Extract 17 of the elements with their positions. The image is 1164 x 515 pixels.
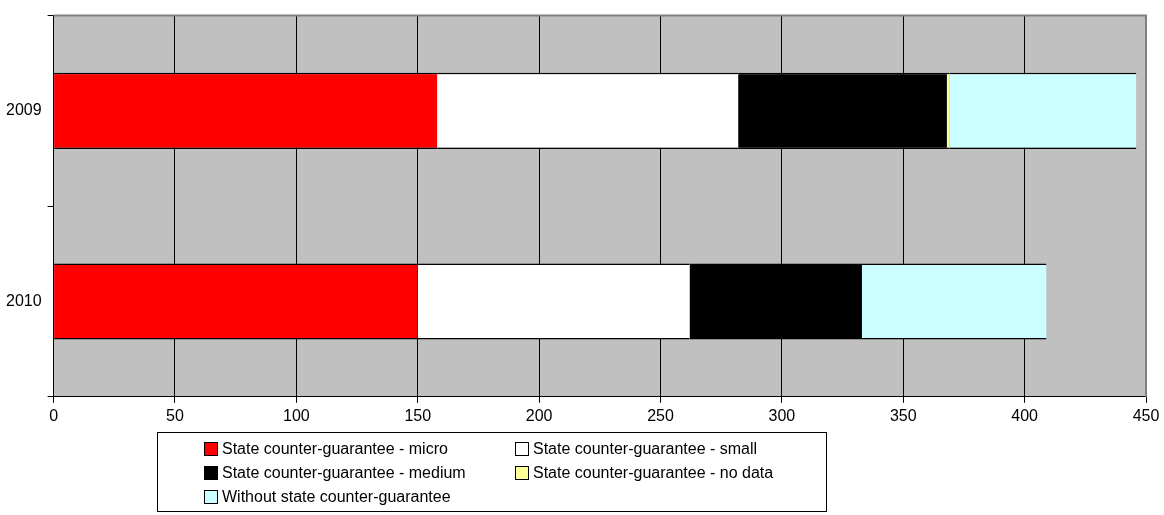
x-tick-label: 0: [49, 406, 59, 424]
x-tick-label: 50: [166, 406, 184, 424]
x-tick-label: 350: [889, 406, 917, 424]
y-tick-label: 2009: [6, 101, 42, 119]
x-tick-label: 400: [1011, 406, 1039, 424]
x-tick-label: 100: [283, 406, 310, 424]
legend-label: State counter-guarantee - small: [533, 439, 758, 459]
x-tick-label: 250: [647, 406, 674, 424]
x-tick-label: 300: [768, 406, 796, 424]
x-tick-label: 450: [1132, 406, 1160, 424]
legend-label: State counter-guarantee - no data: [533, 463, 774, 483]
x-tick-label: 200: [525, 406, 553, 424]
y-tick-label: 2010: [6, 291, 42, 309]
legend-label: Without state counter-guarantee: [222, 487, 451, 507]
legend-label: State counter-guarantee - medium: [222, 463, 466, 483]
x-tick-label: 150: [404, 406, 432, 424]
legend-label: State counter-guarantee - micro: [222, 439, 448, 459]
